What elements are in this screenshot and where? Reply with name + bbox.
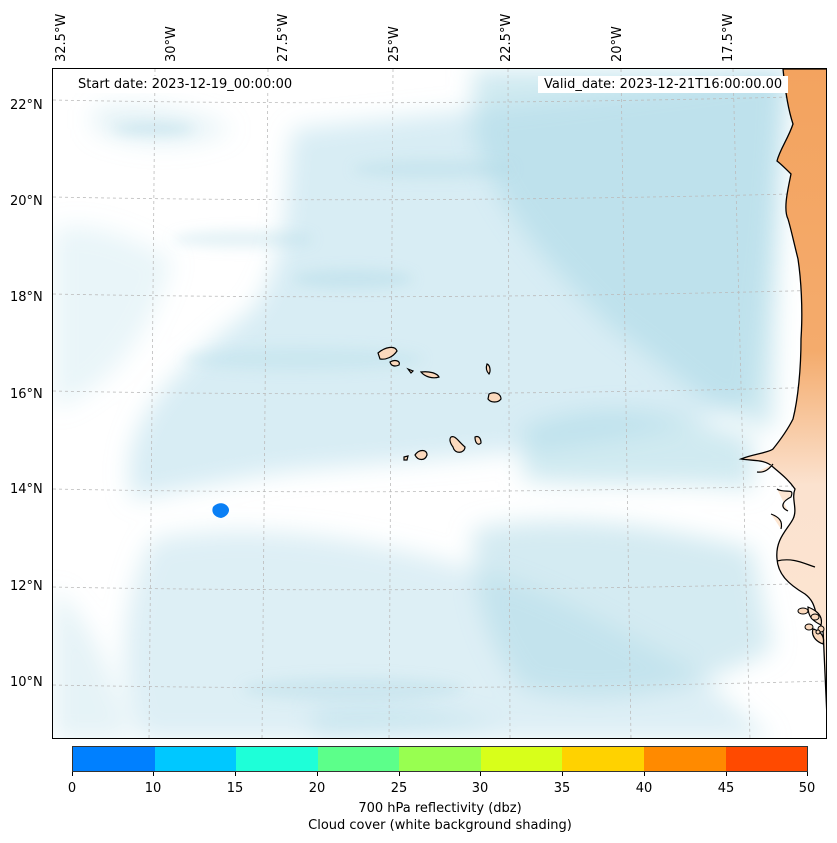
- map-panel: [52, 68, 827, 739]
- colorbar-label-cloud-cover: Cloud cover (white background shading): [308, 818, 572, 833]
- colorbar-tickmark: [399, 772, 400, 776]
- colorbar-segment-45-50: [725, 747, 808, 771]
- lat-label-22n: 22°N: [10, 98, 43, 113]
- lon-label-27-5w: 27.5°W: [276, 13, 291, 62]
- colorbar-tick-label: 25: [390, 781, 408, 796]
- graticule: [53, 69, 826, 738]
- island-fogo: [414, 449, 428, 461]
- island-sao-nicolau: [419, 371, 440, 379]
- lat-label-10n: 10°N: [10, 675, 43, 690]
- island-sao-vicente: [389, 359, 400, 367]
- colorbar-tickmark: [153, 772, 154, 776]
- valid-date-label: Valid_date: 2023-12-21T16:00:00.00: [538, 76, 789, 93]
- island-sal: [485, 363, 491, 375]
- colorbar-tick-label: 15: [226, 781, 244, 796]
- colorbar-tick-label: 20: [308, 781, 326, 796]
- bijagos-islands: [797, 607, 825, 635]
- cape-verde-islands: [377, 346, 502, 461]
- lat-label-20n: 20°N: [10, 194, 43, 209]
- colorbar-segment-30-35: [480, 747, 563, 771]
- colorbar-segment-10-15: [154, 747, 237, 771]
- lat-label-16n: 16°N: [10, 387, 43, 402]
- colorbar-tick-label: 0: [67, 781, 77, 796]
- africa-mainland: [738, 69, 826, 711]
- island-santa-luzia: [406, 367, 415, 374]
- colorbar-tickmark: [480, 772, 481, 776]
- colorbar-tickmark: [644, 772, 645, 776]
- colorbar-tick-label: 10: [144, 781, 162, 796]
- colorbar-tick-label: 30: [471, 781, 489, 796]
- colorbar-label-reflectivity: 700 hPa reflectivity (dbz): [358, 801, 522, 816]
- colorbar-segment-40-45: [643, 747, 726, 771]
- map-canvas: [53, 69, 826, 738]
- colorbar-segment-25-30: [399, 747, 481, 771]
- lon-label-25w: 25°W: [387, 26, 402, 62]
- colorbar-tickmark: [72, 772, 73, 776]
- colorbar-tick-label: 40: [635, 781, 653, 796]
- island-brava: [403, 455, 409, 461]
- lat-label-14n: 14°N: [10, 482, 43, 497]
- lon-label-32-5w: 32.5°W: [54, 13, 69, 62]
- colorbar-segment-0-10: [73, 747, 155, 771]
- colorbar-segment-15-20: [236, 747, 318, 771]
- island-maio: [474, 435, 482, 445]
- lon-label-17-5w: 17.5°W: [721, 13, 736, 62]
- island-santiago: [449, 436, 466, 453]
- colorbar-tick-label: 35: [553, 781, 571, 796]
- colorbar-tickmark: [726, 772, 727, 776]
- colorbar-tickmark: [235, 772, 236, 776]
- cloud-cover-streaks: [113, 123, 513, 701]
- island-boa-vista: [487, 392, 502, 403]
- colorbar-tickmark: [562, 772, 563, 776]
- lat-label-12n: 12°N: [10, 579, 43, 594]
- colorbar-segment-20-25: [317, 747, 400, 771]
- island-santo-antao: [377, 346, 398, 360]
- start-date-label: Start date: 2023-12-19_00:00:00: [72, 76, 299, 93]
- colorbar-tick-label: 45: [717, 781, 735, 796]
- colorbar: [72, 746, 808, 772]
- lon-label-20w: 20°W: [610, 26, 625, 62]
- colorbar-segment-35-40: [562, 747, 644, 771]
- colorbar-tick-label: 50: [798, 781, 816, 796]
- colorbar-tickmark: [807, 772, 808, 776]
- coastline-details: [756, 463, 825, 645]
- lon-label-22-5w: 22.5°W: [499, 13, 514, 62]
- reflectivity-echo: [212, 503, 230, 518]
- lon-label-30w: 30°W: [164, 26, 179, 62]
- colorbar-tickmark: [317, 772, 318, 776]
- lat-label-18n: 18°N: [10, 290, 43, 305]
